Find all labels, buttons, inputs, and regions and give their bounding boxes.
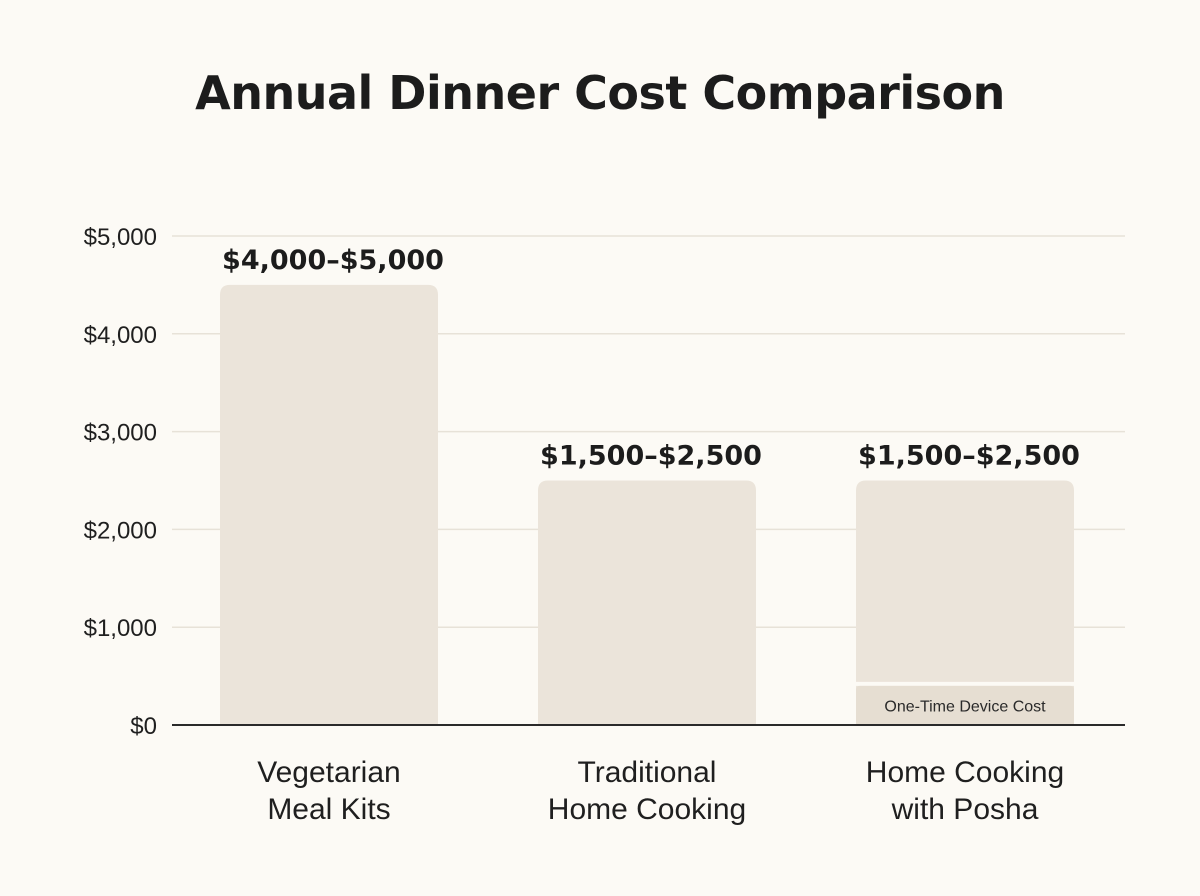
bar xyxy=(220,284,438,725)
y-tick-label: $5,000 xyxy=(84,224,157,251)
value-labels: $4,000–$5,000 $1,500–$2,500 $1,500–$2,500 xyxy=(222,245,1080,472)
bar-segments: One-Time Device Cost xyxy=(856,681,1074,725)
segment-label: One-Time Device Cost xyxy=(884,698,1046,715)
chart-title: Annual Dinner Cost Comparison xyxy=(195,66,1005,120)
y-tick-label: $4,000 xyxy=(84,322,157,349)
segment-separator xyxy=(856,681,1074,686)
category-labels: Vegetarian Meal Kits Traditional Home Cooki… xyxy=(257,756,1064,826)
device-cost-segment xyxy=(856,685,1074,725)
category-label: with Posha xyxy=(891,793,1039,826)
category-label: Vegetarian xyxy=(257,756,400,789)
bars xyxy=(220,284,1074,725)
category-label: Home Cooking xyxy=(866,756,1064,789)
y-tick-label: $2,000 xyxy=(84,517,157,544)
bar xyxy=(856,480,1074,725)
bar-value-label: $1,500–$2,500 xyxy=(858,441,1080,472)
bar-value-label: $1,500–$2,500 xyxy=(540,441,762,472)
category-label: Home Cooking xyxy=(548,793,746,826)
category-label: Meal Kits xyxy=(267,793,390,826)
y-tick-label: $1,000 xyxy=(84,615,157,642)
y-axis-ticks: $0 $1,000 $2,000 $3,000 $4,000 $5,000 xyxy=(84,224,157,740)
bar xyxy=(538,480,756,725)
category-label: Traditional xyxy=(578,756,717,789)
y-tick-label: $0 xyxy=(130,713,157,740)
bar-value-label: $4,000–$5,000 xyxy=(222,245,444,276)
y-tick-label: $3,000 xyxy=(84,420,157,447)
